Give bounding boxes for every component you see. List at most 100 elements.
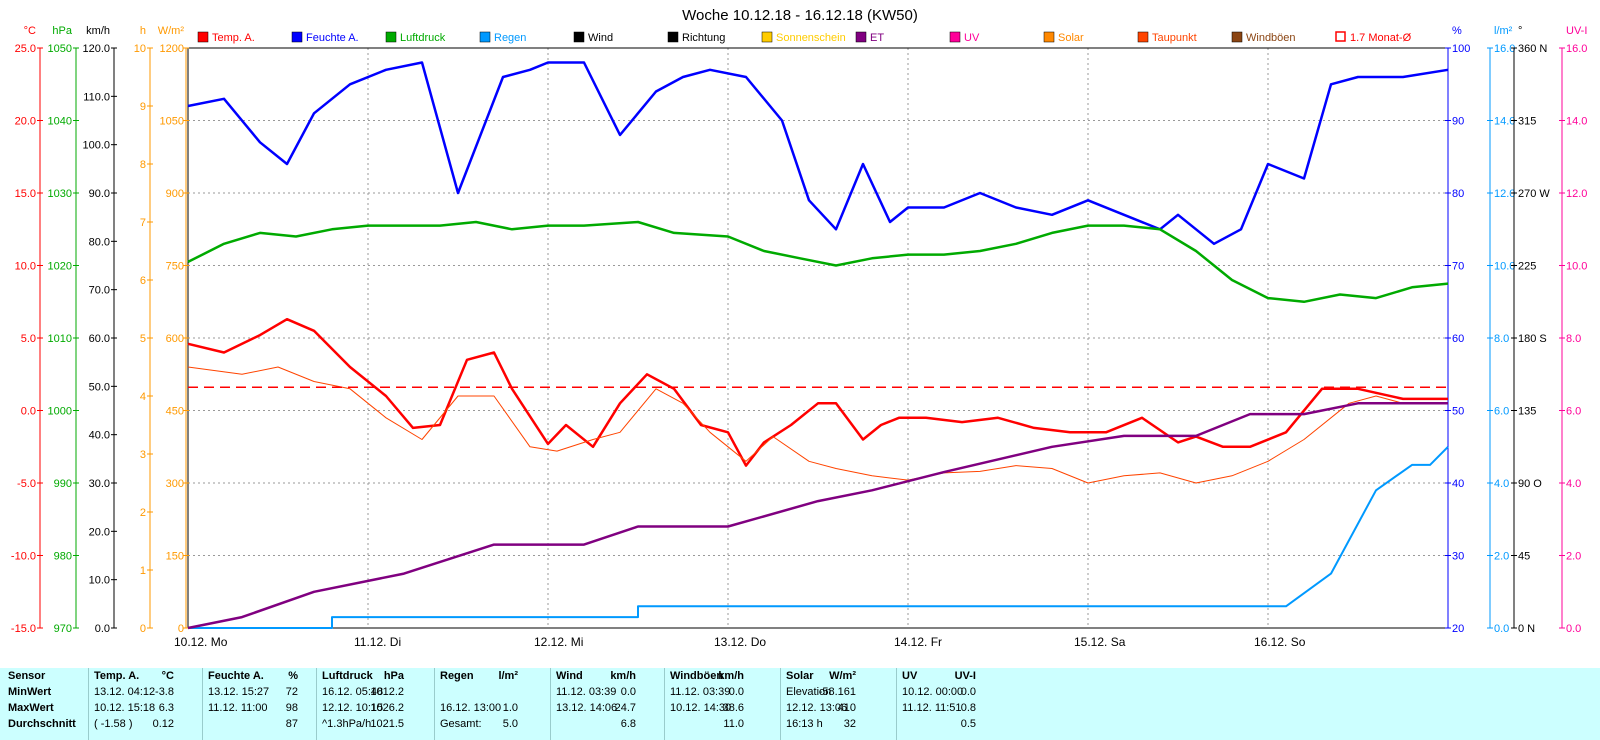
wind-tick-label: 40.0 [89, 430, 110, 442]
chart-title: Woche 10.12.18 - 16.12.18 (KW50) [682, 7, 918, 24]
legend-swatch [1137, 31, 1149, 43]
humidity-axis-unit: % [1452, 25, 1462, 37]
solar-tick-label: 1200 [160, 43, 184, 55]
legend-label: Sonnenschein [776, 32, 846, 44]
series-line-regen [188, 446, 1449, 629]
legend-swatch [1043, 31, 1055, 43]
temp-tick-label: 10.0 [15, 261, 36, 273]
uv-axis-unit: UV-I [1566, 25, 1587, 37]
wind-tick-label: 60.0 [89, 333, 110, 345]
stats-cell-value: 38.6 [722, 702, 744, 714]
humidity-tick-label: 90 [1452, 116, 1464, 128]
stats-header: Regen [440, 670, 474, 682]
pressure-tick-label: 990 [54, 478, 72, 490]
statistics-table: Sensor Temp. A. °C Feuchte A.% Luftdruck hPa R… [0, 668, 1600, 740]
uv-tick-label: 14.0 [1566, 116, 1587, 128]
sun-tick-label: 1 [140, 565, 146, 577]
stats-cell-time: 16:13 h [786, 718, 823, 730]
temp-tick-label: 5.0 [21, 333, 36, 345]
uv-tick-label: 10.0 [1566, 261, 1587, 273]
legend-label: Taupunkt [1152, 32, 1197, 44]
humidity-tick-label: 70 [1452, 261, 1464, 273]
stats-cell-time: 16.12. 05:48 [322, 686, 384, 698]
stats-cell-value: 72 [285, 686, 298, 698]
stats-row-label: Durchschnitt [8, 718, 76, 730]
sun-tick-label: 0 [140, 623, 146, 635]
wind-tick-label: 110.0 [83, 91, 110, 103]
stats-cell-time: 11.12. 03:39 [670, 686, 731, 698]
legend-label: Wind [588, 32, 613, 44]
stats-cell-value: 1.0 [502, 702, 518, 714]
direction-tick-label: 90 O [1518, 478, 1542, 490]
x-axis-label: 12.12. Mi [534, 635, 583, 649]
stats-cell-value: 11.0 [723, 718, 744, 730]
x-axis-label: 13.12. Do [714, 635, 766, 649]
pressure-tick-label: 980 [54, 551, 72, 563]
legend-label: Feuchte A. [306, 32, 359, 44]
stats-header: Feuchte A. [208, 670, 264, 682]
stats-cell-value: 5.0 [502, 718, 518, 730]
solar-tick-label: 600 [166, 333, 184, 345]
temp-tick-label: 0.0 [21, 406, 36, 418]
stats-header: Wind [556, 670, 583, 682]
direction-tick-label: 225 [1518, 261, 1536, 273]
rain-tick-label: 4.0 [1494, 478, 1509, 490]
solar-tick-label: 150 [166, 551, 184, 563]
pressure-tick-label: 1010 [48, 333, 72, 345]
axes: °C25.020.015.010.05.00.0-5.0-10.0-15.0hP… [11, 25, 1588, 635]
uv-tick-label: 6.0 [1566, 406, 1581, 418]
sun-tick-label: 3 [140, 449, 146, 461]
wind-tick-label: 30.0 [89, 478, 110, 490]
series-line-et [187, 402, 1448, 630]
series-line-luftdruck [187, 220, 1449, 304]
stats-cell-time: 13.12. 15:27 [208, 686, 270, 698]
wind-tick-label: 80.0 [89, 236, 110, 248]
stats-cell-time: Elevation [786, 686, 832, 698]
weather-chart: Woche 10.12.18 - 16.12.18 (KW50) °C25.02… [0, 0, 1600, 668]
solar-tick-label: 1050 [160, 116, 184, 128]
series-line-temp-a- [187, 317, 1448, 467]
chart-background [0, 0, 1600, 668]
uv-tick-label: 4.0 [1566, 478, 1581, 490]
stats-cell-time: 12.12. 10:15 [322, 702, 384, 714]
stats-cell-time: 13.12. 04:12 [94, 686, 156, 698]
stats-cell-time: Gesamt: [440, 718, 482, 730]
wind-tick-label: 70.0 [89, 285, 110, 297]
stats-column-separator [896, 668, 897, 740]
stats-cell-value: 0.0 [620, 686, 636, 698]
stats-header: Solar [786, 670, 814, 682]
stats-cell-value: 410 [837, 702, 856, 714]
stats-header: % [288, 670, 298, 682]
stats-cell-time: 10.12. 00:00 [902, 686, 964, 698]
stats-cell-value: 32 [843, 718, 856, 730]
humidity-tick-label: 80 [1452, 188, 1464, 200]
x-axis-label: 14.12. Fr [894, 635, 942, 649]
legend-swatch [761, 31, 773, 43]
legend-label: UV [964, 32, 980, 44]
sun-tick-label: 6 [140, 275, 146, 287]
stats-row-label: MinWert [8, 686, 52, 698]
temp-tick-label: -10.0 [11, 551, 36, 563]
rain-tick-label: 0.0 [1494, 623, 1509, 635]
temp-tick-label: -15.0 [11, 623, 36, 635]
stats-cell-value: 0.5 [960, 718, 976, 730]
direction-tick-label: 315 [1518, 116, 1536, 128]
wind-axis-unit: km/h [86, 25, 110, 37]
sun-tick-label: 7 [140, 217, 146, 229]
stats-cell-time: ^1.3hPa/h [322, 718, 372, 730]
pressure-axis-unit: hPa [52, 25, 72, 37]
temp-tick-label: 15.0 [15, 188, 36, 200]
legend-swatch [385, 31, 397, 43]
legend-label: Regen [494, 32, 526, 44]
stats-header: km/h [610, 670, 636, 682]
uv-tick-label: 0.0 [1566, 623, 1581, 635]
legend-swatch [1231, 31, 1243, 43]
pressure-tick-label: 1040 [48, 116, 72, 128]
direction-tick-label: 0 N [1518, 623, 1535, 635]
stats-column-separator [664, 668, 665, 740]
stats-cell-value: 0.0 [960, 686, 976, 698]
stats-cell-value: 0.0 [728, 686, 744, 698]
stats-cell-value: -3.8 [155, 686, 174, 698]
x-axis-labels: 10.12. Mo 11.12. Di 12.12. Mi 13.12. Do 14.1… [174, 635, 1306, 649]
stats-header: Windböen [670, 670, 724, 682]
